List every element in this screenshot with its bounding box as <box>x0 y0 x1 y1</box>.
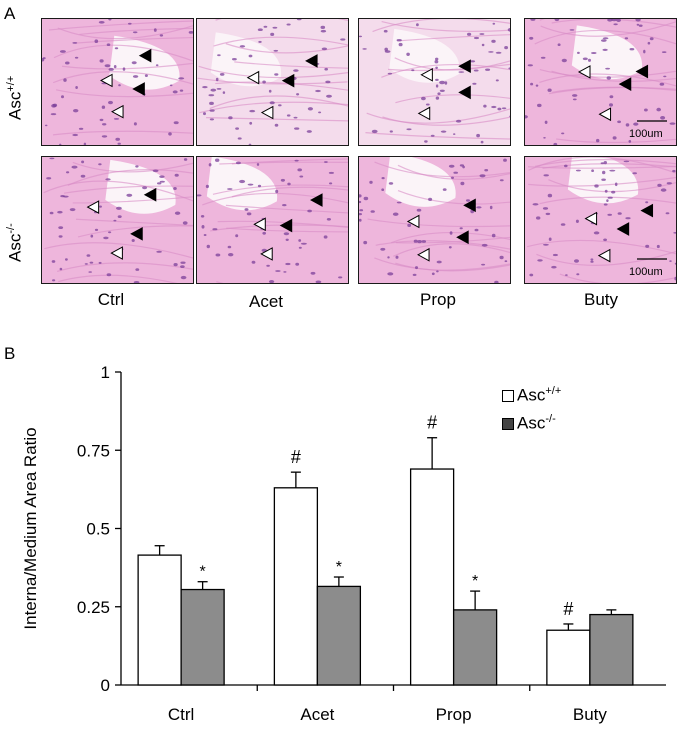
scale-bar-label: 100um <box>629 266 663 278</box>
row-label-sup: -/- <box>5 223 17 234</box>
open-arrowhead-icon <box>111 104 124 119</box>
bar <box>316 585 362 686</box>
filled-arrowhead-icon <box>456 230 469 245</box>
open-arrowhead-icon <box>100 73 113 88</box>
legend-label-sup: -/- <box>545 413 556 425</box>
x-tick-label: Prop <box>436 705 472 724</box>
legend-label-base: Asc <box>517 413 546 433</box>
open-arrowhead-icon <box>260 247 273 261</box>
legend-swatch-gray <box>502 417 514 430</box>
bar <box>137 554 182 686</box>
significance-marker: * <box>200 564 206 581</box>
x-tick-label: Acet <box>300 705 334 724</box>
significance-marker: * <box>472 573 478 590</box>
open-arrowhead-icon <box>246 70 260 85</box>
panel-b-letter: B <box>4 344 16 363</box>
legend-item-asc-ko: Asc-/- <box>502 413 556 434</box>
filled-arrowhead-icon <box>618 77 632 91</box>
significance-marker: # <box>427 413 437 433</box>
filled-arrowhead-icon <box>138 48 152 63</box>
histology-image <box>196 156 349 284</box>
panel-a-letter: A <box>4 4 16 23</box>
y-tick-label: 1 <box>101 363 110 382</box>
bar <box>180 588 225 686</box>
y-axis-label: Interna/Medium Area Ratio <box>21 427 40 629</box>
open-arrowhead-icon <box>417 106 431 121</box>
open-arrowhead-icon <box>406 214 420 229</box>
filled-arrowhead-icon <box>305 54 318 68</box>
open-arrowhead-icon <box>417 247 430 262</box>
filled-arrowhead-icon <box>458 85 471 100</box>
row-label-asc-wt: Asc+/+ <box>5 76 26 120</box>
filled-arrowhead-icon <box>279 218 293 233</box>
open-arrowhead-icon <box>253 217 266 232</box>
filled-arrowhead-icon <box>143 187 157 202</box>
histology-image <box>41 156 194 284</box>
column-label-ctrl: Ctrl <box>97 290 125 309</box>
row-label-base: Asc <box>5 91 25 120</box>
open-arrowhead-icon <box>577 65 591 79</box>
histology-image <box>358 156 511 284</box>
filled-arrowhead-icon <box>458 59 471 74</box>
bar <box>273 487 319 686</box>
open-arrowhead-icon <box>110 246 123 260</box>
scale-bar-label: 100um <box>629 128 663 140</box>
y-tick-label: 0 <box>101 676 110 695</box>
histology-image <box>358 18 511 146</box>
filled-arrowhead-icon <box>616 222 630 236</box>
open-arrowhead-icon <box>598 107 612 122</box>
filled-arrowhead-icon <box>130 226 143 241</box>
open-arrowhead-icon <box>420 67 433 82</box>
significance-marker: # <box>291 447 301 467</box>
legend-item-asc-wt: Asc+/+ <box>502 385 561 406</box>
bar <box>409 468 455 686</box>
x-tick-label: Buty <box>573 705 608 724</box>
column-label-acet: Acet <box>248 292 284 311</box>
row-label-base: Asc <box>5 233 25 262</box>
legend-swatch-white <box>502 389 514 402</box>
filled-arrowhead-icon <box>281 73 295 88</box>
filled-arrowhead-icon <box>635 64 649 79</box>
significance-marker: # <box>563 599 573 619</box>
y-tick-label: 0.75 <box>77 441 110 460</box>
column-label-buty: Buty <box>583 290 619 309</box>
significance-marker: * <box>336 559 342 576</box>
row-label-asc-ko: Asc-/- <box>5 223 26 262</box>
bar <box>452 609 498 686</box>
bar <box>589 613 634 686</box>
histology-image: 100um <box>524 18 677 146</box>
histology-image <box>196 18 349 146</box>
x-tick-label: Ctrl <box>168 705 194 724</box>
filled-arrowhead-icon <box>310 193 323 207</box>
legend-label-sup: +/+ <box>545 385 562 397</box>
open-arrowhead-icon <box>597 248 611 263</box>
filled-arrowhead-icon <box>640 203 654 218</box>
bar-chart: 0 0.25 0.5 0.75 1 Interna/Medium Area Ratio Ct… <box>21 363 666 724</box>
row-label-sup: +/+ <box>5 75 17 92</box>
column-label-prop: Prop <box>420 290 456 309</box>
open-arrowhead-icon <box>86 200 100 214</box>
filled-arrowhead-icon <box>463 198 476 213</box>
y-tick-label: 0.25 <box>77 598 110 617</box>
filled-arrowhead-icon <box>132 82 145 96</box>
bar <box>546 629 591 686</box>
legend-label-base: Asc <box>517 385 546 405</box>
y-tick-label: 0.5 <box>86 520 110 539</box>
open-arrowhead-icon <box>260 105 274 120</box>
histology-image: 100um <box>524 156 677 284</box>
open-arrowhead-icon <box>584 211 598 226</box>
histology-image <box>41 18 194 146</box>
